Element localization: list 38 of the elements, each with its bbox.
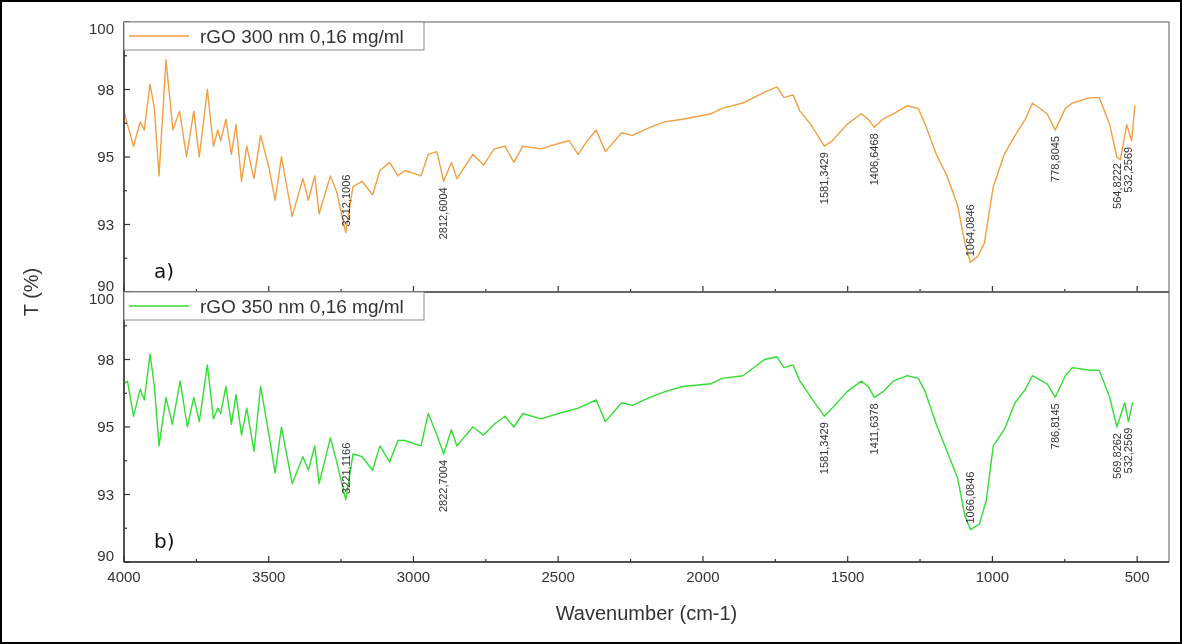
annotation: 1411,6378 xyxy=(868,403,881,455)
legend-label: rGO 300 nm 0,16 mg/ml xyxy=(200,25,404,47)
annotation: 1581,3429 xyxy=(818,422,831,475)
annotation: b) xyxy=(154,529,175,553)
annotation: 1581,3429 xyxy=(818,152,831,205)
y-tick-label: 100 xyxy=(88,20,114,38)
x-tick-label: 2500 xyxy=(541,568,575,585)
x-tick-label: 500 xyxy=(1124,568,1150,585)
annotation: 3212,1006 xyxy=(339,174,352,227)
y-tick-label: 90 xyxy=(97,547,114,565)
annotation: 778,8045 xyxy=(1049,136,1062,182)
x-tick-label: 1500 xyxy=(831,568,865,585)
y-axis-title: T (%) xyxy=(20,267,42,317)
x-tick-label: 3500 xyxy=(252,568,286,585)
annotation: 564,8222 xyxy=(1110,163,1123,209)
y-tick-label: 98 xyxy=(97,80,114,98)
y-tick-label: 95 xyxy=(97,418,114,436)
x-tick-label: 3000 xyxy=(396,568,431,585)
legend-label: rGO 350 nm 0,16 mg/ml xyxy=(200,295,404,317)
annotation: a) xyxy=(154,259,175,283)
x-tick-label: 2000 xyxy=(686,568,720,585)
x-tick-label: 4000 xyxy=(107,568,141,585)
annotation: 2812,6004 xyxy=(437,187,450,240)
y-tick-label: 98 xyxy=(97,350,114,368)
annotation: 2822,7004 xyxy=(437,460,450,512)
annotation: 532,2569 xyxy=(1122,427,1135,474)
annotation: 532,2569 xyxy=(1122,146,1135,193)
annotation: 3221,1166 xyxy=(339,442,352,494)
y-tick-label: 93 xyxy=(97,485,114,503)
y-tick-label: 93 xyxy=(97,215,114,233)
annotation: 1064,0846 xyxy=(964,204,977,257)
y-tick-label: 95 xyxy=(97,148,114,166)
annotation: 1066,0846 xyxy=(964,471,977,524)
annotation: 786,8145 xyxy=(1049,403,1062,450)
annotation: 569,8262 xyxy=(1110,433,1123,479)
x-axis-title: Wavenumber (cm-1) xyxy=(555,602,738,624)
annotation: 1406,6468 xyxy=(868,133,881,186)
x-tick-label: 1000 xyxy=(975,568,1010,585)
